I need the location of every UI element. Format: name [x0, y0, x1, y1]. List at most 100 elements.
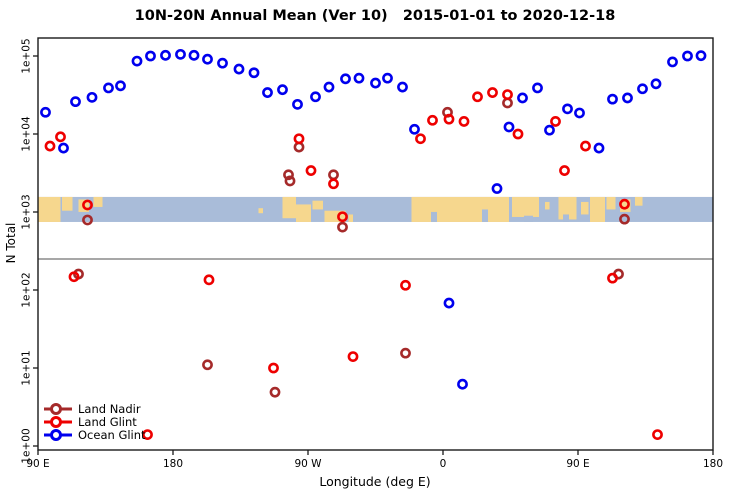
map-band-land	[62, 196, 73, 211]
map-band-land	[620, 199, 631, 212]
data-point-ocean-glint	[340, 73, 351, 85]
data-point-ocean-glint	[370, 77, 381, 89]
data-point-land-glint	[82, 199, 93, 211]
data-point-ocean-glint	[188, 49, 200, 61]
map-band-land	[348, 214, 353, 222]
data-point-ocean-glint	[409, 123, 420, 135]
map-band-land	[258, 208, 263, 214]
data-point-land-glint	[427, 114, 438, 126]
data-point-land-nadir	[293, 141, 305, 153]
y-tick-label: 1e+04	[21, 116, 33, 152]
data-point-ocean-glint	[593, 142, 605, 154]
data-point-ocean-glint	[503, 121, 515, 133]
data-point-ocean-glint	[217, 57, 228, 69]
data-point-land-glint	[347, 351, 359, 363]
data-point-land-glint	[400, 279, 411, 291]
data-point-ocean-glint	[262, 87, 273, 98]
map-band-land	[312, 200, 323, 210]
data-point-ocean-glint	[443, 297, 455, 309]
map-band-ocean-notch	[482, 209, 488, 222]
data-point-ocean-glint	[86, 91, 98, 103]
data-point-land-glint	[443, 113, 455, 125]
data-point-land-glint	[268, 362, 279, 374]
data-point-ocean-glint	[667, 56, 678, 68]
data-point-land-glint	[607, 272, 618, 284]
map-band-land	[606, 196, 616, 210]
map-band-land	[590, 196, 605, 222]
data-point-land-glint	[337, 211, 348, 223]
data-point-ocean-glint	[532, 82, 543, 94]
data-point-ocean-glint	[160, 49, 171, 61]
data-point-land-glint	[68, 271, 80, 283]
data-point-land-glint	[652, 429, 663, 441]
data-point-ocean-glint	[70, 96, 81, 108]
data-point-ocean-glint	[544, 124, 555, 136]
map-band-land	[512, 196, 539, 217]
legend-label-ocean-glint: Ocean Glint	[78, 428, 146, 442]
map-band-ocean-notch	[563, 214, 569, 222]
x-tick-label: 90 E	[26, 458, 49, 470]
y-tick-label: 1e+00	[21, 428, 33, 463]
map-band-land	[282, 196, 296, 219]
data-point-ocean-glint	[323, 81, 335, 93]
data-point-land-nadir	[283, 169, 294, 181]
data-point-ocean-glint	[682, 50, 693, 62]
data-point-ocean-glint	[131, 55, 143, 67]
data-point-land-glint	[502, 89, 513, 100]
x-tick-label: 0	[440, 458, 447, 470]
data-point-land-nadir	[269, 386, 281, 398]
data-point-ocean-glint	[382, 72, 393, 84]
legend-marker	[50, 416, 62, 428]
data-point-ocean-glint	[574, 107, 585, 119]
y-tick-label: 1e+03	[21, 194, 33, 229]
map-band-land	[581, 201, 589, 215]
map-band-land	[38, 196, 61, 222]
data-point-ocean-glint	[292, 98, 303, 110]
data-point-ocean-glint	[353, 72, 365, 84]
data-point-land-nadir	[284, 175, 296, 187]
map-band-land	[296, 204, 311, 222]
data-point-ocean-glint	[277, 84, 288, 96]
x-axis-title: Longitude (deg E)	[319, 474, 431, 489]
data-point-land-glint	[55, 131, 66, 143]
map-band-land	[411, 196, 509, 222]
x-tick-label: 180	[703, 458, 723, 470]
data-point-ocean-glint	[103, 82, 114, 94]
data-point-ocean-glint	[145, 50, 156, 62]
data-point-ocean-glint	[248, 67, 260, 79]
map-band-land	[324, 210, 346, 222]
x-tick-label: 90 E	[566, 458, 589, 470]
y-tick-label: 1e+02	[21, 272, 33, 307]
map-band-land	[93, 196, 103, 207]
chart-title: 10N-20N Annual Mean (Ver 10) 2015-01-01 …	[134, 8, 616, 24]
data-point-land-glint	[415, 133, 426, 145]
data-point-ocean-glint	[650, 78, 662, 90]
data-point-land-glint	[580, 140, 591, 152]
legend-label-land-glint: Land Glint	[78, 415, 137, 429]
data-point-land-glint	[487, 87, 498, 98]
y-tick-label: 1e+01	[21, 350, 33, 385]
data-point-land-nadir	[328, 169, 339, 181]
data-point-land-glint	[550, 116, 561, 127]
data-point-land-glint	[619, 198, 630, 210]
data-point-ocean-glint	[58, 142, 69, 154]
data-point-land-glint	[559, 165, 570, 176]
data-point-ocean-glint	[622, 92, 633, 104]
map-band-ocean-notch	[524, 215, 533, 222]
data-point-ocean-glint	[175, 48, 186, 60]
data-point-land-glint	[305, 165, 317, 176]
legend-marker	[50, 403, 62, 415]
x-tick-label: 180	[163, 458, 183, 470]
x-tick-label: 90 W	[294, 458, 322, 470]
data-point-ocean-glint	[233, 63, 245, 75]
data-point-ocean-glint	[202, 53, 213, 65]
data-point-land-glint	[472, 91, 483, 103]
data-point-land-nadir	[202, 359, 213, 371]
legend-marker	[50, 429, 62, 441]
data-point-land-nadir	[82, 214, 93, 226]
data-point-ocean-glint	[491, 183, 503, 194]
data-point-land-glint	[328, 178, 339, 190]
data-point-land-glint	[512, 128, 524, 140]
